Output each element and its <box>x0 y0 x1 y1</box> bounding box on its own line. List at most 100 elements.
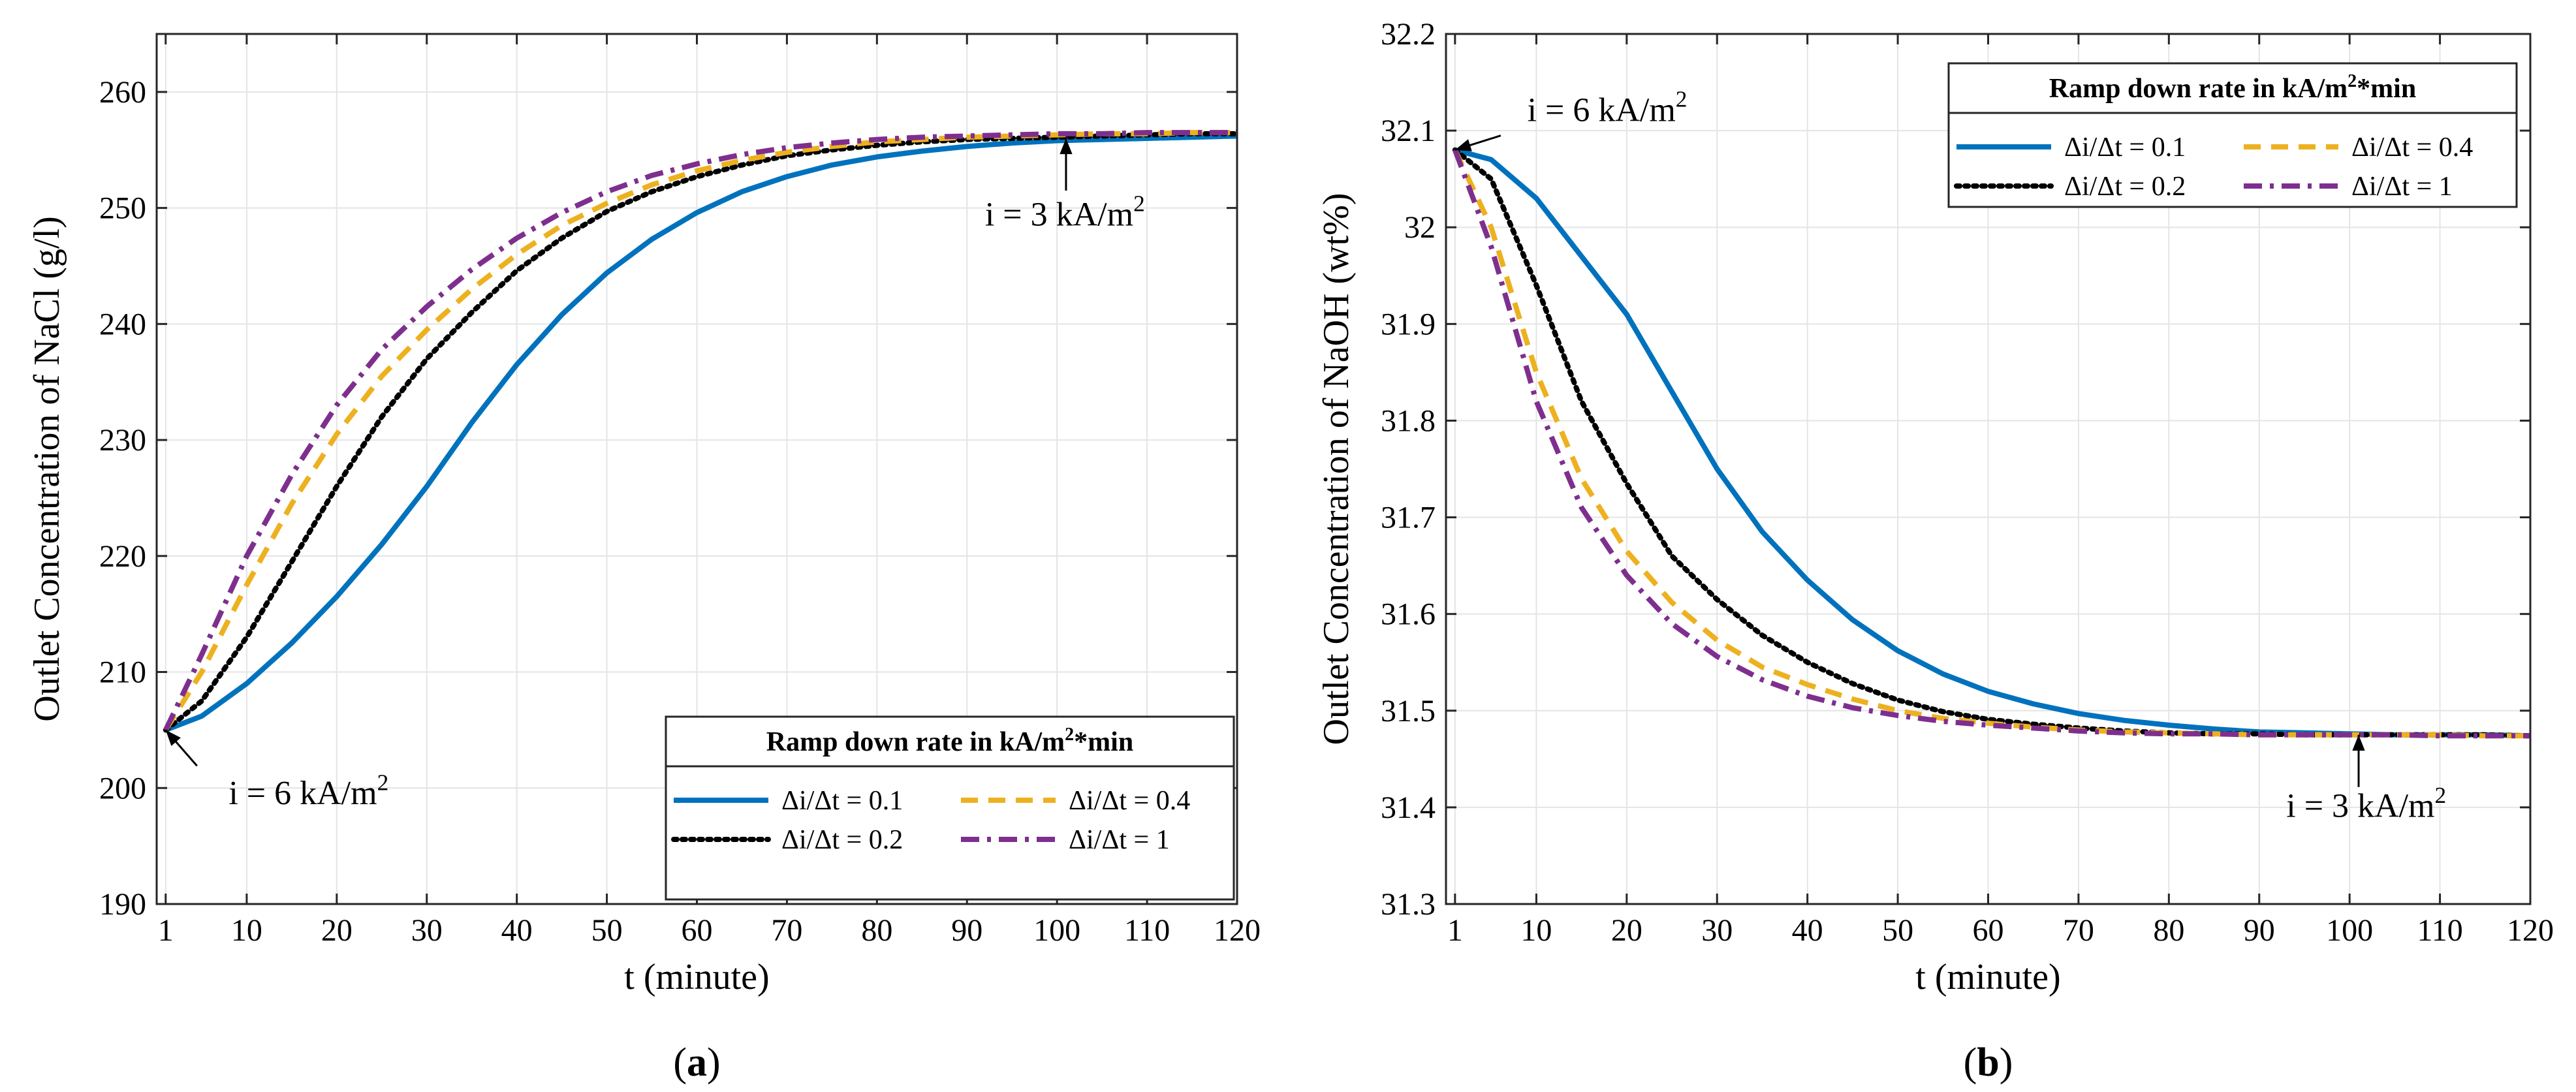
x-tick-label: 50 <box>1882 913 1913 948</box>
annotation-label-sup: 2 <box>2435 782 2447 808</box>
legend-entry-2: Δi/Δt = 0.2 <box>2064 172 2186 202</box>
x-tick-label: 110 <box>1124 913 1170 948</box>
x-tick-label: 120 <box>2507 913 2554 948</box>
figure-label-part: b <box>1977 1040 1999 1085</box>
chart-b: 1 10 20 30 40 50 60 70 80 90 100 110 12031.331.431.5… <box>1316 17 2554 1085</box>
y-tick-label: 240 <box>99 307 146 341</box>
y-tick-label: 32 <box>1404 210 1436 245</box>
x-tick-label: 90 <box>2244 913 2275 948</box>
x-tick-label: 1 <box>1447 913 1463 948</box>
legend: Ramp down rate in kA/m2*min Δi/Δt = 0.1 Δi… <box>1947 62 2518 208</box>
legend-title-part: *min <box>2357 74 2416 104</box>
legend-title: Ramp down rate in kA/m2*min <box>2049 71 2416 104</box>
legend-entry-4: Δi/Δt = 1 <box>1069 825 1170 855</box>
y-tick-label: 31.8 <box>1381 403 1436 438</box>
annotation-label-sup: 2 <box>377 769 389 795</box>
annotation-label: i = 6 kA/m2 <box>228 769 388 812</box>
y-tick-label: 190 <box>99 887 146 922</box>
legend-title-part: *min <box>1074 727 1133 757</box>
legend-box <box>665 715 1235 901</box>
figure-label-part: ) <box>2000 1040 2013 1085</box>
annotation-label: i = 3 kA/m2 <box>2286 782 2446 825</box>
y-axis-label: Outlet Concentration of NaCl (g/l) <box>27 216 67 721</box>
legend-title-part: Ramp down rate in kA/m <box>766 727 1065 757</box>
annotation-label-base: i = 6 kA/m <box>1528 91 1676 129</box>
x-tick-label: 10 <box>1520 913 1552 948</box>
x-tick-label: 30 <box>411 913 443 948</box>
annotation-arrow <box>1454 134 1501 151</box>
series-line-2 <box>1452 147 2533 739</box>
x-tick-label: 60 <box>1973 913 2004 948</box>
figure-label-part: ( <box>1964 1040 1977 1085</box>
y-tick-label: 31.5 <box>1381 694 1436 728</box>
series-line-4 <box>163 130 1237 732</box>
legend-entry-3: Δi/Δt = 0.4 <box>2351 133 2473 163</box>
y-tick-label: 210 <box>99 655 146 690</box>
x-tick-label: 70 <box>771 913 802 948</box>
x-tick-label: 30 <box>1701 913 1733 948</box>
annotation-label-base: i = 6 kA/m <box>228 775 377 812</box>
y-tick-label: 31.6 <box>1381 597 1436 632</box>
series-line-4 <box>1453 149 2530 739</box>
legend-entry-3: Δi/Δt = 0.4 <box>1069 786 1190 816</box>
legend-title-part: 2 <box>2348 71 2357 91</box>
arrow-head <box>1454 139 1472 151</box>
chart-a: 1 10 20 30 40 50 60 70 80 90 100 110 120190200210220… <box>27 33 1261 1085</box>
legend-title-part: Ramp down rate in kA/m <box>2049 74 2348 104</box>
x-tick-label: 20 <box>321 913 353 948</box>
legend-entry-1: Δi/Δt = 0.1 <box>781 786 903 816</box>
figure-label: (a) <box>673 1040 720 1085</box>
legend-entry-4: Δi/Δt = 1 <box>2351 172 2453 202</box>
x-tick-label: 100 <box>1033 913 1080 948</box>
x-tick-label: 120 <box>1214 913 1261 948</box>
figure-label: (b) <box>1964 1040 2013 1085</box>
y-axis-label: Outlet Concentration of NaOH (wt%) <box>1316 193 1357 745</box>
y-tick-label: 31.3 <box>1381 887 1436 922</box>
y-tick-label: 260 <box>99 75 146 110</box>
x-tick-label: 100 <box>2326 913 2373 948</box>
series-line-1 <box>165 133 1238 733</box>
figure-label-part: ) <box>707 1040 721 1085</box>
y-tick-label: 230 <box>99 423 146 458</box>
y-tick-label: 220 <box>99 539 146 574</box>
y-tick-label: 31.9 <box>1381 307 1436 341</box>
x-tick-label: 70 <box>2063 913 2094 948</box>
annotation-label: i = 6 kA/m2 <box>1528 86 1688 129</box>
series-line-1 <box>1454 147 2531 739</box>
x-tick-label: 80 <box>861 913 892 948</box>
x-tick-label: 60 <box>682 913 713 948</box>
y-tick-label: 32.1 <box>1381 114 1436 148</box>
series-line-3 <box>163 130 1237 732</box>
y-tick-label: 250 <box>99 191 146 226</box>
y-tick-label: 200 <box>99 771 146 805</box>
x-tick-label: 40 <box>501 913 533 948</box>
annotation-label-base: i = 3 kA/m <box>985 196 1133 233</box>
legend-title-part: 2 <box>1065 725 1074 745</box>
annotation-arrow <box>2352 734 2365 787</box>
y-tick-label: 32.2 <box>1381 17 1436 52</box>
annotation-arrow <box>1060 138 1073 191</box>
x-tick-label: 10 <box>231 913 262 948</box>
arrow-head <box>2352 734 2365 751</box>
x-tick-label: 40 <box>1792 913 1823 948</box>
x-axis-label: t (minute) <box>1915 957 2060 997</box>
x-tick-label: 110 <box>2417 913 2462 948</box>
x-tick-label: 20 <box>1611 913 1642 948</box>
legend-entry-2: Δi/Δt = 0.2 <box>781 825 903 855</box>
legend-title: Ramp down rate in kA/m2*min <box>766 725 1133 757</box>
figure-label-part: a <box>687 1040 707 1085</box>
annotation-label-base: i = 3 kA/m <box>2286 788 2434 825</box>
legend-box <box>1947 62 2518 208</box>
x-tick-label: 50 <box>591 913 623 948</box>
x-axis-label: t (minute) <box>624 957 769 997</box>
x-tick-label: 1 <box>158 913 174 948</box>
annotation-label-sup: 2 <box>1133 190 1145 216</box>
figure-label-part: ( <box>673 1040 687 1085</box>
series-line-3 <box>1453 149 2530 739</box>
x-tick-label: 80 <box>2153 913 2184 948</box>
legend: Ramp down rate in kA/m2*min Δi/Δt = 0.1 Δi… <box>665 715 1235 901</box>
x-tick-label: 90 <box>951 913 982 948</box>
y-tick-label: 31.7 <box>1381 501 1436 535</box>
legend-entry-1: Δi/Δt = 0.1 <box>2064 133 2186 163</box>
